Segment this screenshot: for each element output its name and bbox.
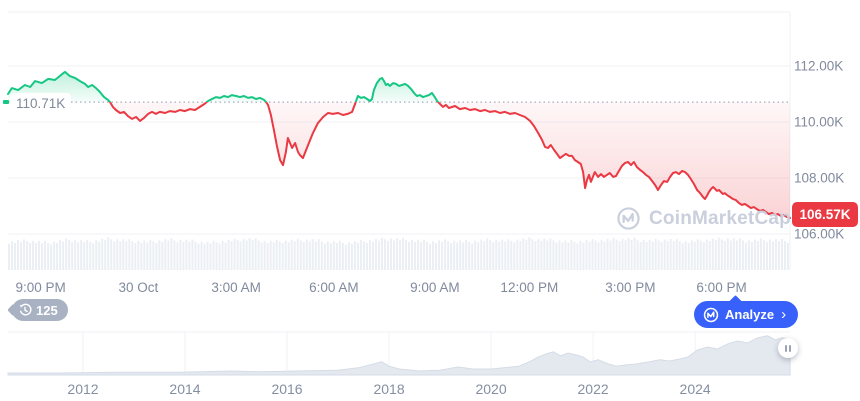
- time-tick-label: 6:00 PM: [696, 280, 747, 295]
- coinmarketcap-logo-icon: [703, 307, 719, 322]
- coinmarketcap-logo-icon: [617, 207, 640, 230]
- year-tick-label: 2020: [475, 381, 507, 397]
- chevron-right-icon: ›: [781, 306, 787, 323]
- year-tick-label: 2018: [373, 381, 405, 397]
- clock-history-icon: [19, 303, 32, 316]
- watermark-text: CoinMarketCap: [649, 207, 791, 229]
- price-chart-canvas[interactable]: [0, 0, 860, 272]
- year-tick-label: 2022: [577, 381, 609, 397]
- year-tick-label: 2014: [169, 381, 201, 397]
- analyze-button[interactable]: Analyze ›: [694, 301, 799, 328]
- price-tick-label: 108.00K: [794, 170, 845, 186]
- baseline-price-label: 110.71K: [10, 93, 72, 113]
- time-tick-label: 12:00 PM: [500, 280, 559, 295]
- baseline-price-text: 110.71K: [16, 95, 66, 111]
- history-count: 125: [36, 302, 58, 318]
- year-tick-label: 2024: [679, 381, 711, 397]
- time-tick-label: 3:00 PM: [605, 280, 656, 295]
- history-count-badge[interactable]: 125: [12, 299, 68, 321]
- time-tick-label: 9:00 AM: [410, 280, 460, 295]
- time-tick-label: 3:00 AM: [211, 280, 261, 295]
- coinmarketcap-watermark: CoinMarketCap: [616, 205, 791, 232]
- time-tick-label: 6:00 AM: [309, 280, 359, 295]
- time-tick-label: 30 Oct: [118, 280, 159, 295]
- analyze-label: Analyze: [725, 307, 775, 322]
- time-tick-label: 9:00 PM: [15, 280, 66, 295]
- price-tick-label: 106.00K: [794, 226, 845, 242]
- history-navigator-canvas[interactable]: [0, 330, 860, 401]
- year-tick-label: 2012: [67, 381, 99, 397]
- last-price-badge: 106.57K: [792, 202, 858, 227]
- navigator-drag-handle[interactable]: [778, 338, 798, 358]
- price-tick-label: 112.00K: [794, 58, 844, 74]
- price-tick-label: 110.00K: [794, 114, 844, 130]
- year-tick-label: 2016: [271, 381, 303, 397]
- baseline-start-dot-icon: [3, 100, 9, 104]
